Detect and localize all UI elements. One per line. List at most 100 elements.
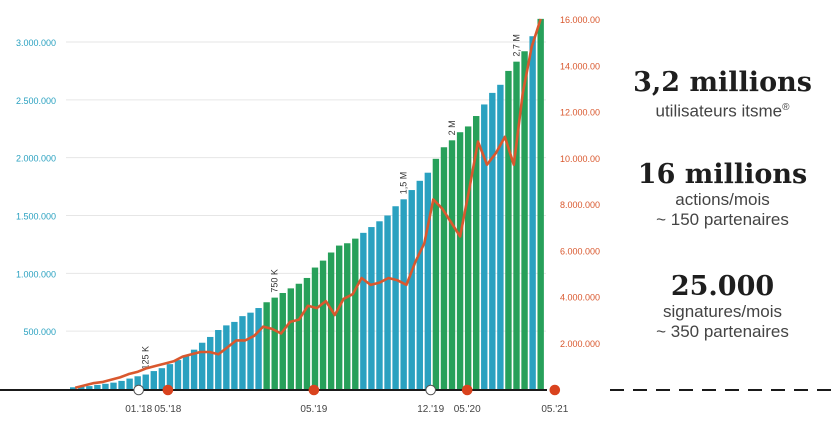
x-marker xyxy=(461,384,473,396)
bar xyxy=(537,18,544,389)
x-tick-label: 01.'18 xyxy=(125,404,152,415)
bar xyxy=(118,380,125,389)
bar xyxy=(110,382,117,389)
bar xyxy=(376,221,383,389)
y-left-tick-label: 1.000.000 xyxy=(16,269,56,279)
stat-signatures-label: signatures/mois xyxy=(662,302,783,321)
bar xyxy=(400,199,407,389)
bar xyxy=(295,283,303,389)
stat-users-label: utilisateurs itsme® xyxy=(655,101,790,121)
bar xyxy=(448,140,456,389)
bar xyxy=(247,312,254,389)
bar xyxy=(384,215,391,389)
bar xyxy=(464,126,472,389)
x-marker xyxy=(308,384,320,396)
bar-annotation: 750 K xyxy=(270,269,280,293)
bar xyxy=(513,61,520,390)
bar xyxy=(142,374,149,389)
stat-actions-label: actions/mois xyxy=(675,190,770,209)
bar xyxy=(529,36,536,389)
x-tick-label: 05.'21 xyxy=(541,404,568,415)
bar xyxy=(134,376,141,389)
stat-users-value: 3,2 millions xyxy=(633,67,812,98)
bar xyxy=(271,297,278,389)
bar xyxy=(150,371,157,389)
x-tick-label: 05.'18 xyxy=(154,404,181,415)
bar xyxy=(287,288,295,389)
bar xyxy=(352,238,359,389)
bar xyxy=(327,252,335,389)
x-tick-label: 05.'20 xyxy=(454,404,481,415)
bar xyxy=(319,260,327,389)
bar xyxy=(424,172,432,389)
bar xyxy=(432,158,440,389)
bar xyxy=(521,51,528,390)
stat-actions-value: 16 millions xyxy=(637,159,808,190)
y-left-tick-label: 500.000 xyxy=(23,327,56,337)
y-left-tick-label: 3.000.000 xyxy=(16,38,56,48)
y-left-tick-label: 2.000.000 xyxy=(16,154,56,164)
y-right-tick-label: 4.000.000 xyxy=(560,293,600,303)
bar xyxy=(102,383,109,389)
bar xyxy=(473,116,480,389)
bar xyxy=(94,384,101,389)
bar xyxy=(505,70,512,390)
usage-chart: 500.000 1.000.000 1.500.000 2.000.000 2.500.… xyxy=(0,15,600,415)
bar-annotation: 2 M xyxy=(447,120,457,135)
bar xyxy=(408,190,415,389)
axis-continuation-dashes xyxy=(610,389,836,391)
y-right-tick-label: 2.000.000 xyxy=(560,339,600,349)
y-right-tick-label: 6.000.000 xyxy=(560,246,600,256)
bar xyxy=(223,325,230,389)
bar xyxy=(303,277,311,389)
bar xyxy=(368,227,375,389)
bar xyxy=(126,378,133,389)
bar xyxy=(497,84,504,390)
x-marker xyxy=(133,384,144,396)
bar xyxy=(158,368,166,389)
bar xyxy=(86,386,93,389)
bar xyxy=(344,243,351,389)
bar xyxy=(335,245,343,389)
stat-signatures: 25.000 signatures/mois ~ 350 partenaires xyxy=(610,272,835,342)
bar xyxy=(70,387,77,389)
bar xyxy=(231,321,238,389)
bar xyxy=(166,364,174,389)
stat-actions-partners: ~ 150 partenaires xyxy=(656,210,789,229)
x-tick-label: 05.'19 xyxy=(300,404,327,415)
bar-annotation: 2,7 M xyxy=(512,34,522,57)
x-tick-label: 12.'19 xyxy=(417,404,444,415)
x-marker xyxy=(425,384,437,396)
y-right-tick-label: 14.000.000 xyxy=(560,61,600,71)
bar xyxy=(360,232,367,389)
actions-line xyxy=(74,18,542,390)
bar-annotation: 1,5 M xyxy=(399,172,409,195)
bar xyxy=(207,336,214,389)
bar xyxy=(311,267,319,389)
bar xyxy=(215,330,222,389)
bar xyxy=(239,316,246,389)
bar xyxy=(263,302,270,389)
trademark-symbol: ® xyxy=(782,102,790,113)
y-right-tick-label: 10.000.000 xyxy=(560,154,600,164)
y-right-tick-label: 8.000.000 xyxy=(560,200,600,210)
bar xyxy=(255,308,262,389)
y-right-tick-label: 16.000.000 xyxy=(560,15,600,25)
bar xyxy=(392,206,399,389)
stat-actions: 16 millions actions/mois ~ 150 partenair… xyxy=(610,160,835,230)
stat-signatures-value: 25.000 xyxy=(670,271,775,302)
stat-signatures-partners: ~ 350 partenaires xyxy=(656,322,789,341)
bar xyxy=(174,360,182,389)
x-marker xyxy=(549,384,561,396)
bar xyxy=(416,180,423,389)
bar xyxy=(440,147,448,389)
bar xyxy=(489,92,496,389)
bar xyxy=(456,132,464,389)
y-right-tick-label: 12.000.000 xyxy=(560,108,600,118)
bar xyxy=(182,355,190,389)
y-left-tick-label: 2.500.000 xyxy=(16,96,56,106)
stat-users: 3,2 millions utilisateurs itsme® xyxy=(610,68,835,122)
bar xyxy=(279,292,286,389)
bar xyxy=(198,342,206,389)
bar xyxy=(481,104,488,390)
